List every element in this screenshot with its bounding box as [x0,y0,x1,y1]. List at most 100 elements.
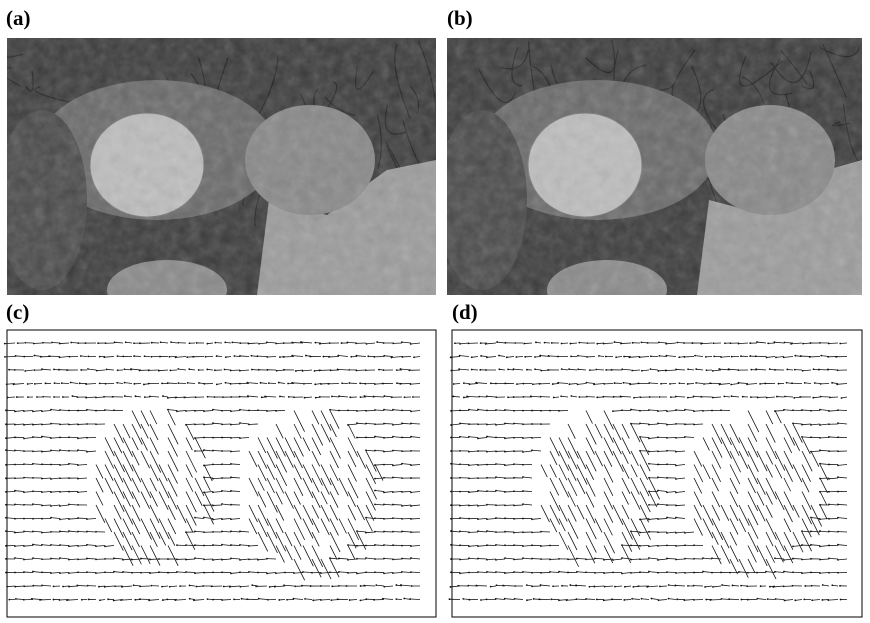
flow-head [571,395,573,397]
flow-head [790,343,792,345]
flow-head [839,585,841,587]
flow-head [303,383,305,385]
flow-head [485,343,487,345]
flow-head [15,598,17,600]
flow-head [810,558,812,560]
flow-head [450,518,452,520]
flow-head [576,558,578,560]
flow-head [621,573,623,575]
flow-head [495,409,497,411]
flow-head [221,477,223,479]
flow-head [36,396,38,398]
flow-head [468,491,470,493]
flow-head [392,559,394,561]
flow-head [401,356,403,358]
flow-head [504,491,506,493]
flow-vector [16,356,24,357]
flow-head [77,342,79,344]
flow-head [471,356,473,358]
flow-head [14,518,16,520]
flow-head [293,572,295,574]
flow-head [99,599,101,601]
flow-head [452,396,454,398]
flow-vector [802,559,811,560]
flow-head [330,369,332,371]
flow-head [279,396,281,398]
flow-head [450,477,452,479]
flow-head [475,382,477,384]
flow-head [383,558,385,560]
flow-head [477,505,479,507]
flow-head [347,572,349,574]
flow-head [314,342,316,344]
flow-head [230,396,232,398]
flow-head [410,545,412,547]
flow-head [639,519,641,521]
flow-head [59,464,61,466]
flow-vector [366,423,375,424]
flow-head [522,423,524,425]
flow-head [319,396,321,398]
flow-head [522,571,524,573]
flow-head [105,369,107,371]
flow-head [162,395,164,397]
flow-head [718,368,720,370]
flow-head [507,396,509,398]
flow-head [68,424,70,426]
flow-head [410,505,412,507]
flow-head [32,518,34,520]
flow-head [468,477,470,479]
flow-head [631,598,633,600]
flow-head [522,451,524,453]
flow-head [69,356,71,358]
flow-head [837,409,839,411]
flow-head [365,423,367,425]
flow-head [213,396,215,398]
flow-head [68,559,70,561]
flow-head [515,356,517,358]
flow-vector [586,599,595,600]
flow-head [486,559,488,561]
flow-head [125,341,127,343]
flow-head [169,369,171,371]
flow-head [59,436,61,438]
flow-head [513,518,515,520]
flow-head [549,410,551,412]
flow-head [84,342,86,344]
flow-head [41,558,43,560]
flow-head [7,397,9,399]
flow-head [666,558,668,560]
flow-head [819,478,821,480]
flow-head [58,369,60,371]
flow-head [383,451,385,453]
flow-head [596,599,598,601]
flow-head [239,530,241,532]
flow-head [459,477,461,479]
flow-vector [69,519,78,520]
flow-head [374,558,376,560]
flow-head [304,397,306,399]
flow-head [206,369,208,371]
flow-head [117,355,119,357]
flow-head [603,599,605,601]
flow-head [775,356,777,358]
flow-head [611,369,613,371]
flow-head [66,369,68,371]
flow-vector [739,572,748,573]
flow-vector [321,600,330,601]
flow-head [828,410,830,412]
flow-head [376,341,378,343]
flow-head [801,409,803,411]
flow-head [241,598,243,600]
flow-head [468,599,470,601]
flow-head [23,463,25,465]
flow-head [5,572,7,574]
flow-head [140,558,142,560]
flow-head [605,356,607,358]
flow-head [684,532,686,534]
flow-head [8,599,10,601]
flow-head [95,572,97,574]
flow-head [453,383,455,385]
flow-head [712,397,714,399]
flow-head [365,545,367,547]
